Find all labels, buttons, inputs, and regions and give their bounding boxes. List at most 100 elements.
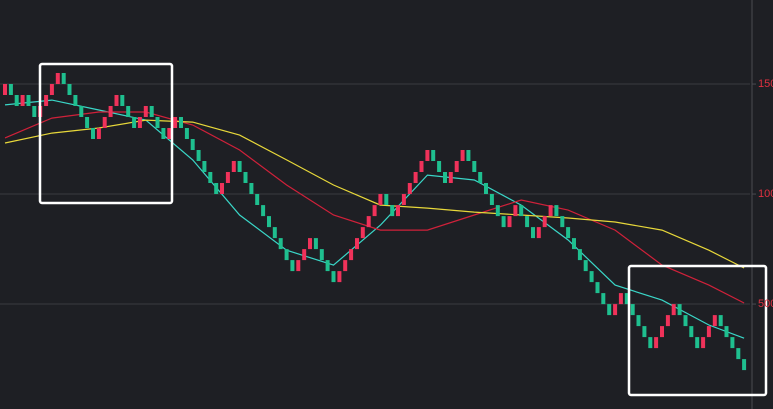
candle-body [378, 194, 383, 205]
candle-body [683, 315, 688, 327]
candles [3, 73, 747, 371]
candle-body [724, 326, 729, 338]
candle-body [507, 216, 512, 228]
candle-body [278, 238, 283, 250]
candle-body [519, 205, 524, 217]
candle-body [531, 227, 535, 239]
candle-body [384, 194, 389, 205]
candle-body [337, 271, 342, 283]
candle-body [108, 106, 113, 117]
candle-body [742, 359, 747, 371]
candle-body [730, 337, 735, 349]
candle-body [85, 117, 90, 128]
candle-body [372, 205, 377, 217]
highlight-box [627, 264, 768, 397]
candle-body [401, 194, 406, 205]
candle-body [560, 216, 565, 228]
candle-body [308, 238, 312, 250]
candle-body [712, 315, 717, 327]
candle-body [20, 95, 25, 106]
candle-body [437, 161, 442, 172]
candle-body [706, 326, 711, 338]
candle-body [536, 227, 541, 239]
candle-body [49, 84, 54, 95]
candle-body [525, 216, 530, 228]
candle-body [736, 348, 741, 360]
y-tick-label: 500 [758, 298, 773, 310]
candle-body [237, 161, 242, 172]
candle-body [595, 282, 600, 294]
candle-body [478, 172, 483, 183]
candle-body [302, 249, 307, 261]
candle-body [601, 293, 606, 305]
highlight-box [38, 62, 174, 205]
candle-body [665, 315, 670, 327]
candle-body [272, 227, 277, 239]
candle-body [466, 150, 471, 161]
candle-body [220, 183, 224, 194]
candle-body [624, 293, 629, 305]
candle-body [79, 106, 84, 117]
candle-body [360, 227, 365, 239]
candle-body [231, 161, 236, 172]
candle-body [349, 249, 354, 261]
candle-body [407, 183, 412, 194]
candle-body [554, 205, 559, 217]
candle-body [484, 183, 488, 194]
candle-body [44, 95, 49, 106]
candle-body [8, 84, 13, 95]
candle-body [184, 128, 189, 139]
candle-body [225, 172, 230, 183]
candle-body [472, 161, 477, 172]
candle-body [208, 172, 213, 183]
candle-body [613, 304, 618, 316]
candle-body [61, 73, 66, 84]
candle-body [689, 326, 694, 338]
candle-body [173, 117, 178, 128]
candle-body [3, 84, 7, 95]
y-axis: 500 1000 1500 [752, 78, 773, 310]
candle-body [155, 117, 160, 128]
candle-body [542, 216, 547, 228]
candle-body [390, 205, 395, 217]
candle-body [648, 337, 653, 349]
candle-body [114, 95, 119, 106]
candle-body [695, 337, 700, 349]
candle-body [618, 293, 623, 305]
candle-body [642, 326, 647, 338]
candle-body [660, 326, 664, 338]
candle-body [120, 95, 125, 106]
candle-body [366, 216, 371, 228]
candle-body [331, 271, 336, 283]
candle-body [355, 238, 359, 250]
candle-body [14, 95, 19, 106]
candle-body [255, 194, 260, 205]
candle-body [126, 106, 131, 117]
moving-average-line [4, 119, 745, 269]
candle-body [73, 95, 78, 106]
candle-body [431, 150, 436, 161]
candle-body [448, 172, 453, 183]
candle-body [67, 84, 72, 95]
candle-body [249, 183, 254, 194]
candle-body [313, 238, 318, 250]
candle-body [396, 205, 400, 217]
candle-body [501, 216, 506, 228]
candle-body [443, 172, 447, 183]
candle-body [243, 172, 248, 183]
candle-body [677, 304, 682, 316]
candle-body [32, 106, 37, 117]
candle-body [607, 304, 612, 316]
candle-body [26, 95, 31, 106]
candle-body [671, 304, 676, 316]
candle-body [267, 216, 271, 228]
y-tick-label: 1000 [758, 188, 773, 200]
y-tick-label: 1500 [758, 78, 773, 90]
candle-body [96, 128, 101, 139]
candle-body [325, 260, 330, 272]
candle-body [654, 337, 659, 349]
candle-body [343, 260, 348, 272]
candle-body [583, 260, 588, 272]
candle-body [179, 117, 183, 128]
